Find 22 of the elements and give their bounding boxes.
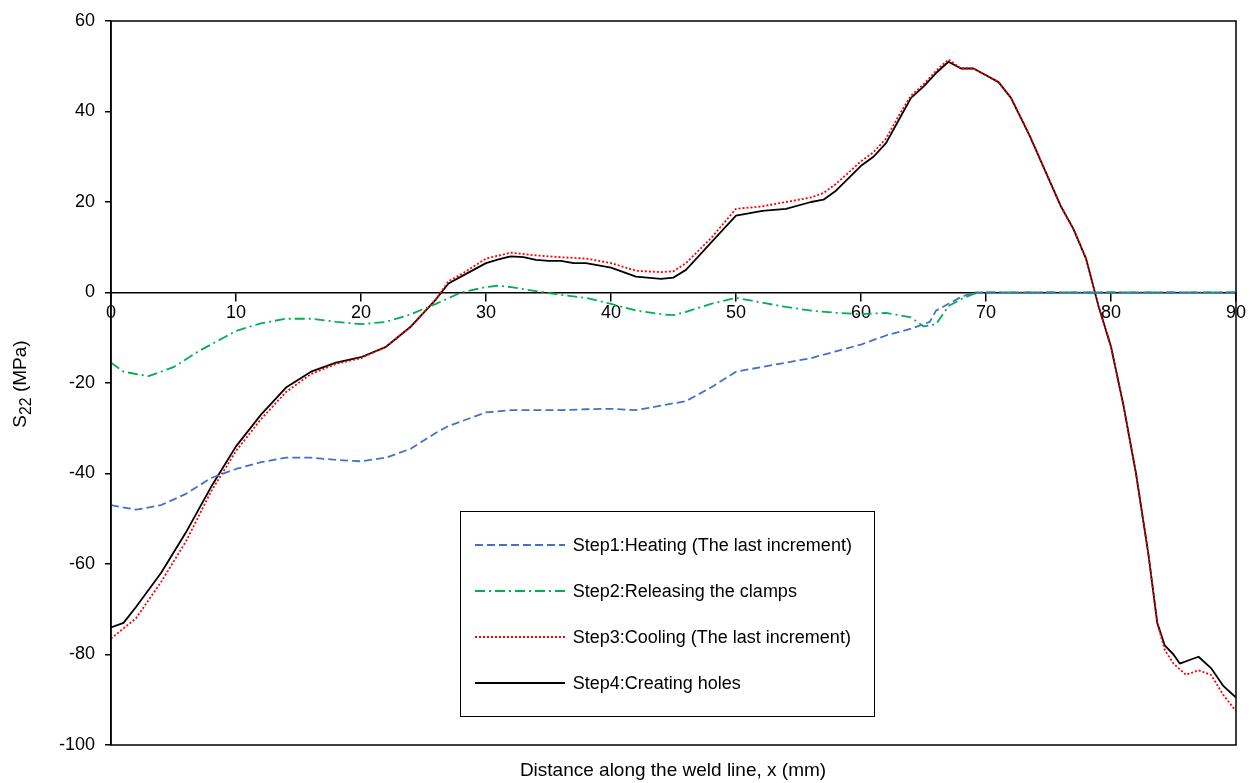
x-tick-label: 10 — [225, 302, 247, 323]
x-tick-label: 70 — [975, 302, 997, 323]
y-tick-label: -20 — [68, 371, 95, 392]
y-tick-label: -60 — [68, 552, 95, 573]
legend-label: Step1:Heating (The last increment) — [572, 534, 852, 556]
y-tick-label: 60 — [74, 9, 95, 30]
y-tick-label: -100 — [58, 733, 95, 754]
x-tick-label: 60 — [850, 302, 872, 323]
x-tick-label: 40 — [600, 302, 622, 323]
x-tick-label: 50 — [725, 302, 747, 323]
y-tick-label: 40 — [74, 100, 95, 121]
y-tick-label: -80 — [68, 643, 95, 664]
y-tick-label: 0 — [84, 281, 95, 302]
x-tick-label: 30 — [475, 302, 497, 323]
legend-label: Step3:Cooling (The last increment) — [572, 626, 851, 648]
legend-label: Step4:Creating holes — [572, 672, 741, 694]
x-axis-title: Distance along the weld line, x (mm) — [519, 759, 827, 781]
y-tick-label: 20 — [74, 190, 95, 211]
y-tick-label: -40 — [68, 462, 95, 483]
x-tick-label: 80 — [1100, 302, 1122, 323]
legend-label: Step2:Releasing the clamps — [572, 580, 797, 602]
x-tick-label: 20 — [350, 302, 372, 323]
